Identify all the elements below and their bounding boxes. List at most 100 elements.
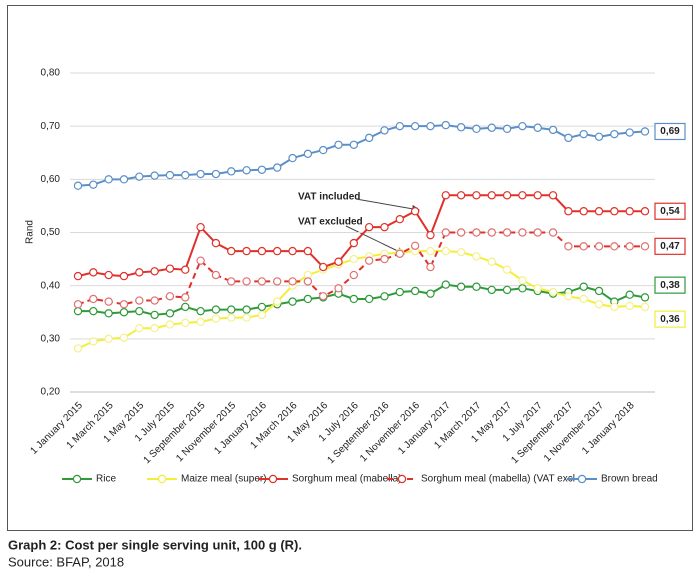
point — [349, 140, 359, 149]
value-label-box — [654, 202, 686, 220]
point — [625, 128, 634, 137]
point — [395, 215, 405, 224]
point — [181, 318, 190, 328]
point — [165, 320, 175, 329]
point — [227, 246, 236, 256]
y-tick-label: 0,40 — [41, 280, 61, 291]
point — [395, 249, 405, 258]
point — [73, 344, 83, 353]
y-tick-label: 0,60 — [41, 174, 61, 185]
point — [380, 292, 389, 301]
point — [89, 337, 98, 346]
point — [73, 306, 83, 316]
point — [211, 238, 221, 248]
point — [564, 242, 573, 251]
point — [564, 292, 573, 301]
x-tick-label: 1 January 2015 — [28, 400, 85, 457]
point — [472, 124, 481, 134]
point — [625, 207, 634, 216]
point — [640, 293, 650, 302]
point — [288, 297, 297, 306]
value-label-box — [654, 237, 686, 255]
point — [456, 228, 466, 237]
point — [196, 222, 205, 232]
point — [349, 254, 359, 264]
point — [211, 169, 221, 179]
legend-label: Maize meal (super) — [181, 474, 267, 485]
point — [395, 287, 405, 297]
point — [181, 170, 190, 180]
point — [135, 268, 144, 277]
point — [502, 285, 512, 295]
point — [625, 301, 634, 311]
series-line — [77, 194, 645, 278]
value-label: 0,36 — [660, 314, 680, 325]
point — [533, 228, 542, 237]
point — [242, 313, 251, 322]
value-label: 0,54 — [660, 206, 680, 217]
point — [456, 191, 466, 200]
point — [441, 246, 450, 256]
point — [472, 252, 481, 261]
point — [273, 297, 282, 306]
point — [303, 246, 313, 256]
point — [579, 207, 588, 216]
caption: Graph 2: Cost per single serving unit, 1… — [8, 537, 302, 552]
point — [257, 165, 267, 174]
point — [196, 169, 205, 179]
point — [150, 310, 159, 320]
point — [426, 246, 435, 256]
point — [318, 145, 328, 155]
value-label-box — [654, 276, 686, 294]
point — [456, 282, 466, 291]
point — [150, 267, 159, 276]
point — [518, 121, 527, 131]
annotation-arrow — [355, 198, 420, 213]
point — [150, 324, 159, 333]
point — [610, 242, 619, 251]
point — [456, 247, 466, 257]
legend-marker — [577, 474, 587, 484]
point — [165, 264, 175, 273]
point — [150, 171, 159, 180]
point — [334, 284, 343, 293]
point — [441, 280, 450, 289]
point — [181, 265, 190, 274]
point — [104, 334, 113, 344]
point — [273, 246, 282, 256]
point — [579, 129, 588, 139]
point — [395, 121, 405, 131]
point — [89, 180, 98, 189]
y-axis-label: Rand — [25, 220, 36, 244]
point — [73, 271, 83, 281]
point — [119, 300, 129, 309]
point — [196, 306, 205, 316]
point — [380, 254, 389, 264]
point — [196, 256, 205, 265]
point — [487, 228, 496, 237]
point — [487, 257, 496, 266]
point — [548, 228, 558, 237]
point — [196, 317, 205, 327]
point — [441, 228, 450, 237]
point — [456, 123, 466, 132]
series-line — [78, 283, 646, 316]
point — [89, 306, 98, 316]
point — [426, 230, 435, 240]
point — [594, 300, 604, 309]
y-tick-label: 0,20 — [41, 387, 61, 398]
point — [502, 228, 512, 237]
point — [594, 286, 604, 296]
point — [487, 123, 496, 132]
point — [135, 172, 144, 181]
point — [380, 222, 389, 232]
point — [518, 276, 527, 285]
point — [472, 228, 481, 237]
point — [579, 282, 588, 291]
point — [318, 262, 328, 272]
point — [426, 262, 435, 272]
point — [579, 242, 588, 251]
point — [610, 207, 619, 216]
point — [364, 222, 374, 232]
